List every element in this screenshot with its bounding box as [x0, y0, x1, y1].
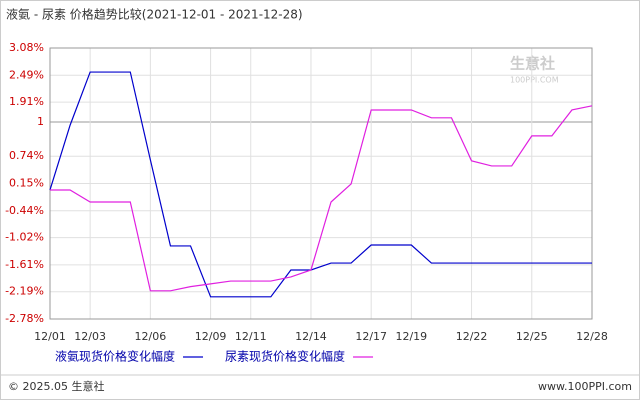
legend-label: 液氨现货价格变化幅度	[55, 349, 175, 364]
x-tick-label: 12/06	[135, 330, 167, 343]
y-tick-label: -2.19%	[5, 285, 44, 298]
x-tick-label: 12/28	[576, 330, 608, 343]
x-tick-label: 12/17	[355, 330, 387, 343]
x-tick-label: 12/11	[235, 330, 267, 343]
x-tick-label: 12/22	[456, 330, 488, 343]
plot-frame	[49, 47, 593, 320]
y-tick-label: 0.74%	[9, 149, 44, 162]
series-line	[50, 105, 593, 292]
x-tick-label: 12/03	[74, 330, 106, 343]
legend-label: 尿素现货价格变化幅度	[225, 349, 345, 364]
x-tick-label: 12/14	[295, 330, 327, 343]
x-tick-label: 12/19	[395, 330, 427, 343]
footer-right: www.100PPI.com	[538, 380, 632, 393]
series-line	[49, 71, 592, 298]
y-tick-label: 1.91%	[9, 95, 44, 108]
y-tick-label: 0.15%	[9, 177, 44, 190]
watermark: 生意社	[510, 55, 555, 73]
y-tick-label: -1.02%	[5, 231, 44, 244]
y-tick-label: 3.08%	[9, 41, 44, 54]
watermark: 100PPI.COM	[510, 76, 559, 85]
y-tick-label: -1.61%	[5, 258, 44, 271]
x-tick-label: 12/01	[34, 330, 66, 343]
y-tick-label: 1	[37, 115, 44, 128]
y-tick-label: -2.78%	[5, 312, 44, 325]
x-tick-label: 12/09	[195, 330, 227, 343]
chart-title: 液氨 - 尿素 价格趋势比较(2021-12-01 - 2021-12-28)	[6, 7, 303, 22]
footer-left: © 2025.05 生意社	[8, 379, 104, 393]
x-tick-label: 12/25	[516, 330, 548, 343]
y-tick-label: 2.49%	[9, 68, 44, 81]
y-tick-label: -0.44%	[5, 204, 44, 217]
